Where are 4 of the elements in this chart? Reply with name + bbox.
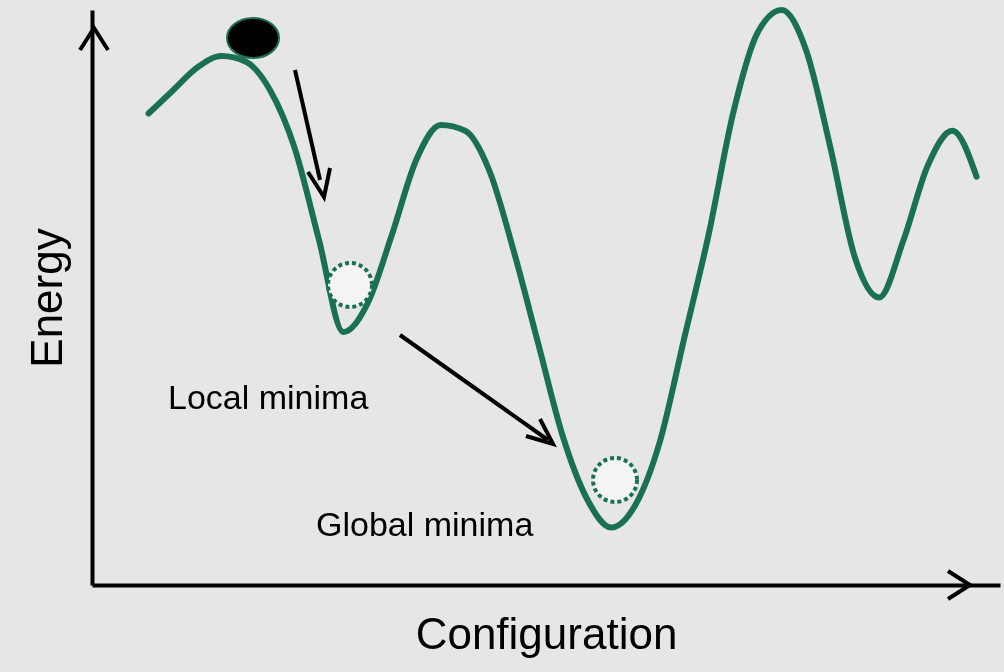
annotation: Global minima [316,505,534,544]
y-axis-title: Energy [21,228,71,368]
annotation: Local minima [168,378,369,417]
x-axis-title: Configuration [415,608,678,658]
